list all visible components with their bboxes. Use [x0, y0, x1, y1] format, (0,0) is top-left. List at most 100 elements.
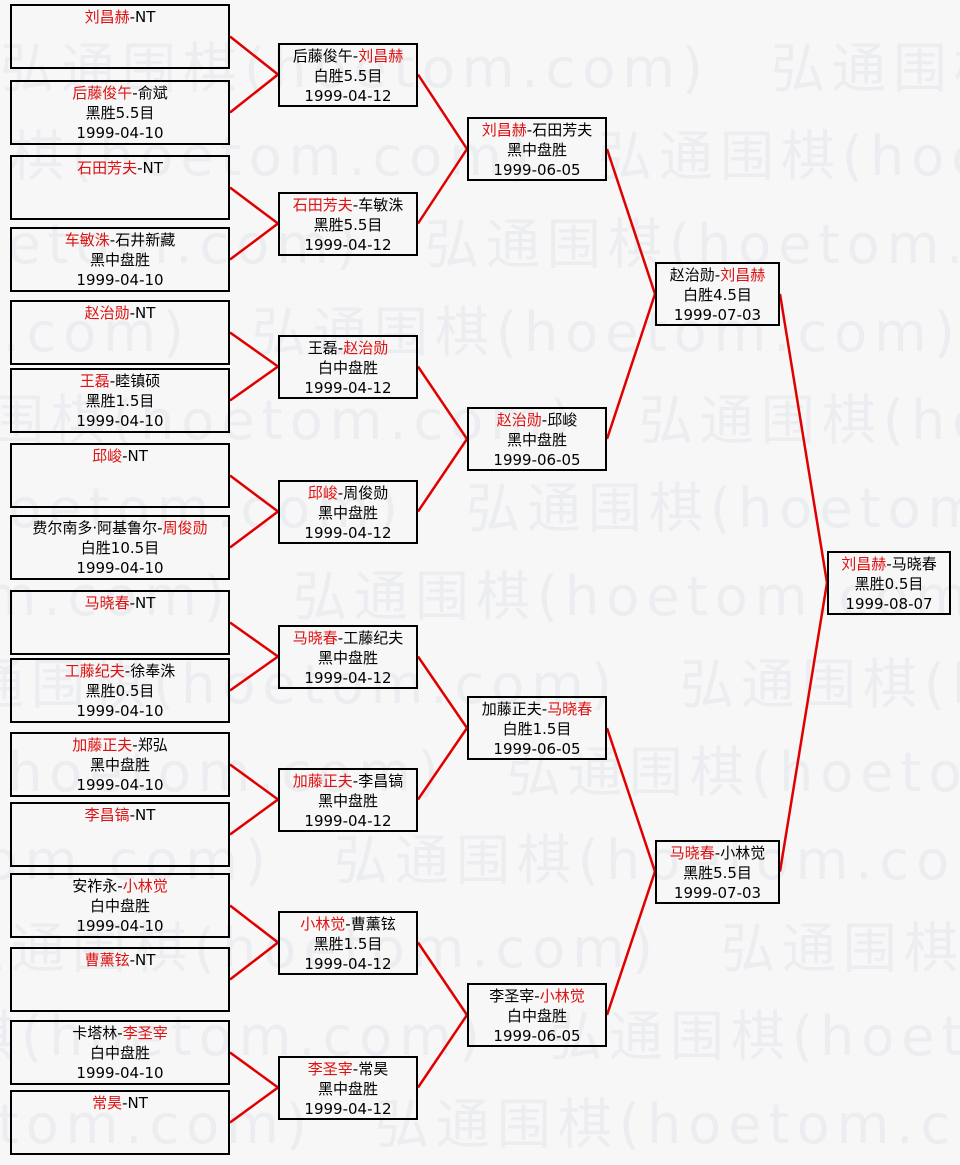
vs-separator: -: [337, 339, 344, 357]
vs-separator: -: [117, 877, 123, 895]
player-name: 邱峻: [307, 484, 338, 502]
player-name: 小林觉: [122, 877, 168, 895]
player-name: 卡塔林: [72, 1024, 118, 1042]
player-name: 车敏洙: [358, 196, 404, 214]
player-name: 刘昌赫: [84, 8, 130, 26]
player-name: 李昌镐: [84, 806, 130, 824]
player-name: 石田芳夫: [532, 121, 593, 139]
player-name: 李昌镐: [358, 772, 404, 790]
connector-line: [229, 655, 279, 692]
player-name: 后藤俊午: [292, 47, 353, 65]
match-box-round1-7: 邱峻-NT: [10, 443, 230, 508]
vs-separator: -: [109, 231, 116, 249]
match-players: 后藤俊午-俞斌: [12, 83, 228, 103]
connector-line: [229, 474, 279, 513]
vs-separator: -: [352, 196, 359, 214]
player-name: 刘昌赫: [481, 121, 527, 139]
player-name: 马晓春: [891, 555, 937, 573]
match-players: 费尔南多·阿基鲁尔-周俊勋: [12, 518, 228, 538]
match-result: 黑中盘胜: [317, 1080, 378, 1098]
watermark-row: 弘通围棋(hoetom.com) 弘通围棋(hoetom.com) 弘通围棋(h…: [0, 301, 960, 364]
match-box-round2-2: 石田芳夫-车敏洙 黑胜5.5目 1999-04-12: [278, 192, 418, 256]
match-date: 1999-04-12: [304, 236, 392, 254]
match-result: 黑中盘胜: [89, 756, 150, 774]
player-name: 刘昌赫: [358, 47, 404, 65]
match-date: 1999-07-03: [673, 884, 762, 902]
match-players: 加藤正夫-郑弘: [12, 735, 228, 755]
match-players: 马晓春-小林觉: [657, 843, 778, 863]
connector-line: [416, 148, 469, 225]
watermark-row: 弘通围棋(hoetom.com) 弘通围棋(hoetom.com) 弘通围棋(h…: [0, 829, 960, 892]
watermark-row: 弘通围棋(hoetom.com) 弘通围棋(hoetom.com) 弘通围棋(h…: [0, 477, 960, 540]
player-name: 常昊: [358, 1060, 389, 1078]
match-box-round3-3: 加藤正夫-马晓春 白胜1.5目 1999-06-05: [467, 696, 607, 760]
player-name: 邱峻: [92, 447, 123, 465]
player-name: 王磊: [79, 372, 110, 390]
vs-separator: -: [157, 519, 163, 537]
match-date: 1999-04-10: [76, 271, 164, 289]
connector-line: [229, 365, 279, 402]
connector-line: [416, 655, 469, 729]
player-name: 赵治勋: [343, 339, 389, 357]
match-players: 刘昌赫-石田芳夫: [469, 120, 605, 140]
watermark-row: 弘通围棋(hoetom.com) 弘通围棋(hoetom.com) 弘通围棋(h…: [0, 565, 960, 628]
vs-separator: -: [345, 915, 351, 933]
match-box-round2-1: 后藤俊午-刘昌赫 白胜5.5目 1999-04-12: [278, 43, 418, 107]
vs-separator: -: [534, 987, 540, 1005]
match-players: 王磊-赵治勋: [280, 338, 416, 358]
match-date: 1999-04-12: [304, 379, 392, 397]
connector-line: [229, 510, 279, 549]
watermark-row: 弘通围棋(hoetom.com) 弘通围棋(hoetom.com) 弘通围棋(h…: [0, 1093, 960, 1156]
match-box-round4-1: 赵治勋-刘昌赫 白胜4.5目 1999-07-03: [655, 262, 780, 326]
match-date: 1999-07-03: [673, 306, 762, 324]
match-result: 黑胜5.5目: [85, 104, 155, 122]
match-result: 黑中盘胜: [506, 141, 567, 159]
vs-separator: -: [886, 555, 892, 573]
match-players: 曹薰铉-NT: [12, 950, 228, 970]
player-name: 后藤俊午: [72, 84, 133, 102]
player-name: 工藤纪夫: [343, 629, 404, 647]
match-result: 黑胜0.5目: [85, 682, 155, 700]
player-name: 安祚永: [72, 877, 118, 895]
match-box-round1-5: 赵治勋-NT: [10, 300, 230, 365]
match-players: 小林觉-曹薰铉: [280, 914, 416, 934]
player-name: 马晓春: [292, 629, 338, 647]
vs-separator: -: [352, 47, 359, 65]
match-box-round1-16: 常昊-NT: [10, 1090, 230, 1155]
connector-line: [605, 148, 657, 295]
connector-line: [605, 727, 657, 872]
connector-line: [229, 798, 279, 836]
match-date: 1999-06-05: [493, 1027, 581, 1045]
match-box-round1-12: 李昌镐-NT: [10, 802, 230, 867]
connector-line: [229, 1086, 279, 1124]
vs-separator: -: [337, 629, 344, 647]
player-name: NT: [135, 594, 156, 612]
connector-line: [229, 904, 279, 944]
match-result: 黑胜5.5目: [683, 864, 752, 882]
match-players: 石田芳夫-NT: [12, 158, 228, 178]
player-name: 马晓春: [84, 594, 130, 612]
player-name: 加藤正夫: [292, 772, 353, 790]
vs-separator: -: [124, 662, 131, 680]
player-name: 曹薰铉: [350, 915, 396, 933]
vs-separator: -: [541, 411, 548, 429]
vs-separator: -: [541, 700, 548, 718]
match-box-round3-2: 赵治勋-邱峻 黑中盘胜 1999-06-05: [467, 407, 607, 471]
vs-separator: -: [129, 304, 136, 322]
match-box-round2-5: 马晓春-工藤纪夫 黑中盘胜 1999-04-12: [278, 625, 418, 689]
match-players: 刘昌赫-NT: [12, 7, 228, 27]
match-result: 黑胜1.5目: [313, 935, 383, 953]
match-result: 黑中盘胜: [317, 792, 378, 810]
player-name: 曹薰铉: [84, 951, 130, 969]
match-players: 赵治勋-NT: [12, 303, 228, 323]
player-name: 郑弘: [137, 736, 168, 754]
player-name: 石田芳夫: [77, 159, 138, 177]
player-name: NT: [135, 8, 156, 26]
connector-line: [229, 222, 279, 261]
player-name: 赵治勋: [84, 304, 130, 322]
match-box-round1-11: 加藤正夫-郑弘 黑中盘胜 1999-04-10: [10, 732, 230, 797]
player-name: 石田芳夫: [292, 196, 353, 214]
match-players: 加藤正夫-李昌镐: [280, 771, 416, 791]
match-result: 黑胜1.5目: [85, 392, 155, 410]
match-box-round1-14: 曹薰铉-NT: [10, 947, 230, 1012]
